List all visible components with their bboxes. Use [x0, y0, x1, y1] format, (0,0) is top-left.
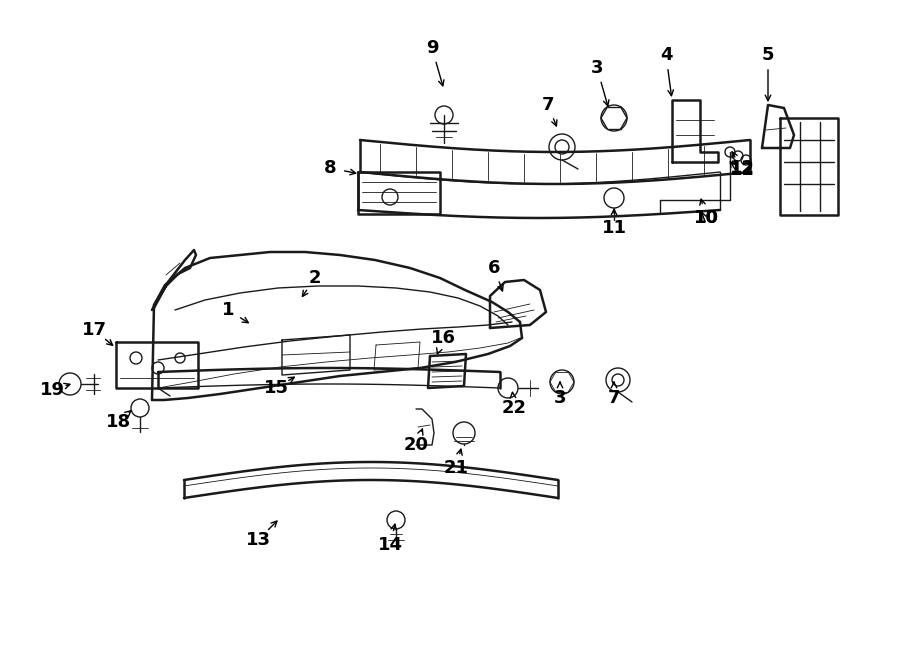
Text: 17: 17 [82, 321, 106, 339]
Text: 6: 6 [488, 259, 500, 277]
Text: 10: 10 [694, 209, 718, 227]
Text: 18: 18 [105, 413, 130, 431]
Text: 20: 20 [403, 436, 428, 454]
Text: 1: 1 [221, 301, 234, 319]
Text: 12: 12 [730, 161, 754, 179]
Text: 8: 8 [324, 159, 337, 177]
Text: 11: 11 [601, 219, 626, 237]
Text: 12: 12 [730, 159, 754, 177]
Text: 16: 16 [430, 329, 455, 347]
Text: 22: 22 [501, 399, 526, 417]
Text: 21: 21 [444, 459, 469, 477]
Text: 3: 3 [554, 389, 566, 407]
Text: 2: 2 [309, 269, 321, 287]
Text: 15: 15 [264, 379, 289, 397]
Text: 4: 4 [660, 46, 672, 64]
Text: 7: 7 [608, 389, 620, 407]
Text: 9: 9 [426, 39, 438, 57]
Text: 7: 7 [542, 96, 554, 114]
Text: 19: 19 [40, 381, 65, 399]
Text: 10: 10 [694, 209, 718, 227]
Text: 14: 14 [377, 536, 402, 554]
Text: 3: 3 [590, 59, 603, 77]
Text: 13: 13 [246, 531, 271, 549]
Text: 5: 5 [761, 46, 774, 64]
